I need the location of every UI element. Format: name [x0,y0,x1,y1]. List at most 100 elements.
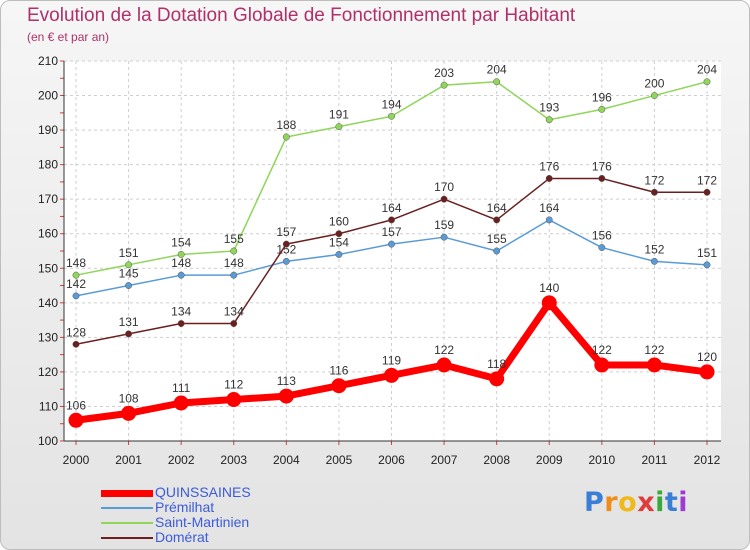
data-label: 154 [171,235,191,249]
data-label: 122 [434,343,454,357]
x-tick-label: 2001 [115,453,142,467]
data-label: 116 [329,364,348,378]
data-label: 112 [224,378,243,392]
logo-letter: r [604,487,619,518]
data-point [703,78,711,86]
data-label: 157 [276,225,296,239]
x-tick-label: 2006 [378,453,405,467]
data-point [436,357,452,373]
x-tick-label: 2002 [168,453,195,467]
data-point [177,320,185,327]
data-point [493,247,501,255]
data-label: 155 [224,232,244,246]
data-point [384,367,399,383]
data-point [489,371,505,387]
x-tick-label: 2004 [273,453,300,467]
data-label: 148 [171,256,191,270]
x-tick-label: 2007 [431,453,458,467]
data-point [72,340,80,348]
legend-swatch [101,522,153,525]
logo-letter: x [637,487,656,518]
data-label: 196 [592,90,612,104]
data-label: 172 [644,173,664,187]
data-label: 113 [277,374,296,388]
data-label: 145 [119,267,139,281]
legend-item: Saint-Martinien [101,515,251,530]
proxiti-logo: Proxiti [584,487,688,518]
data-point [388,240,395,248]
data-point [177,271,185,279]
data-point [282,133,290,141]
data-label: 154 [329,235,349,249]
data-point [650,92,658,99]
data-label: 204 [487,63,507,77]
logo-letter: t [664,487,679,518]
y-tick-label: 190 [38,123,58,137]
data-label: 170 [434,180,454,194]
legend-swatch [101,537,153,540]
data-label: 156 [592,229,612,243]
data-label: 157 [381,225,401,239]
data-point [125,282,133,289]
data-point [173,395,189,411]
data-label: 106 [66,398,86,412]
data-label: 155 [487,232,507,246]
data-point [650,257,658,265]
data-label: 128 [66,325,86,339]
data-label: 120 [697,350,717,364]
x-tick-label: 2010 [588,453,615,467]
data-point [282,240,290,248]
data-point [493,216,501,224]
data-point [440,81,448,89]
data-point [68,412,84,428]
y-tick-label: 110 [39,399,58,413]
y-tick-label: 100 [38,434,58,448]
data-label: 164 [381,201,401,215]
legend-item: Prémilhat [101,500,251,515]
data-point [335,123,343,131]
data-point [282,257,290,265]
x-tick-label: 2003 [220,453,247,467]
data-label: 148 [66,256,86,270]
data-point [177,251,185,258]
data-label: 200 [644,77,664,91]
data-point [388,216,395,224]
data-point [331,378,347,394]
y-tick-label: 170 [38,192,58,206]
data-label: 152 [644,242,664,256]
legend-label: Prémilhat [155,499,215,515]
data-label: 140 [539,281,559,295]
data-label: 118 [487,357,506,371]
legend-label: QUINSSAINES [155,484,251,500]
data-label: 148 [224,256,244,270]
data-point [125,261,133,269]
data-label: 119 [382,353,401,367]
chart-subtitle: (en € et par an) [27,30,110,44]
data-point [230,271,238,279]
x-tick-label: 2011 [642,453,668,467]
data-point [388,112,395,120]
data-point [598,175,606,182]
y-tick-label: 150 [38,261,58,275]
data-label: 134 [171,305,191,319]
data-point [335,230,343,238]
data-label: 159 [434,218,454,232]
x-tick-label: 2008 [483,453,510,467]
data-point [703,261,711,269]
x-tick-label: 2009 [536,453,563,467]
data-point [72,292,80,300]
data-label: 164 [487,201,507,215]
legend-item: Domérat [101,530,251,545]
legend-swatch [101,489,153,497]
logo-letter: o [618,487,638,518]
data-point [545,116,553,124]
data-point [545,216,553,224]
data-label: 172 [697,173,717,187]
data-label: 191 [329,108,349,122]
legend-label: Saint-Martinien [155,514,250,530]
data-label: 164 [539,201,559,215]
data-point [541,295,557,311]
data-point [440,195,448,203]
